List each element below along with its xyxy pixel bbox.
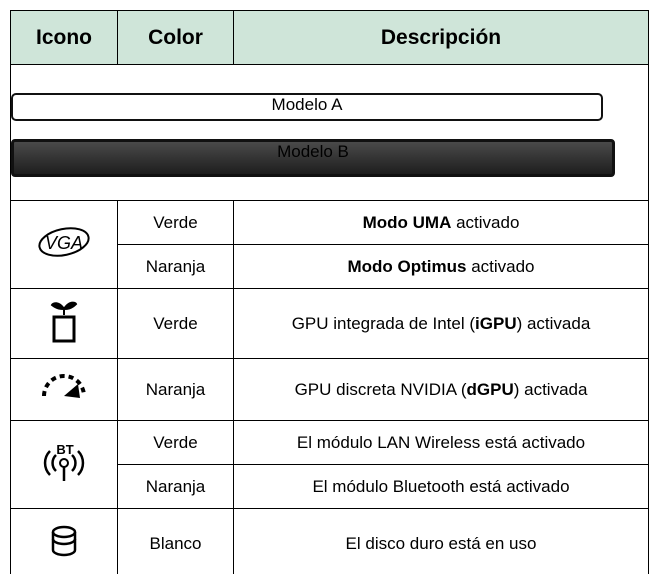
led-row: VGA Verde Modo UMA activado — [10, 200, 649, 289]
icon-label: VGA — [45, 233, 83, 253]
led-table: Icono Color Descripción Modelo A Modelo B… — [10, 10, 649, 574]
color-cell: Verde — [117, 288, 234, 359]
description-cell: GPU discreta NVIDIA (dGPU) activada — [233, 358, 649, 421]
led-row: Blanco El disco duro está en uso — [10, 508, 649, 574]
icon-shape — [59, 458, 69, 468]
table-body: Icono Color Descripción Modelo A Modelo B… — [10, 10, 649, 574]
led-row: Verde GPU integrada de Intel (iGPU) activ… — [10, 288, 649, 359]
dgpu-icon — [42, 374, 86, 398]
description-cell: GPU integrada de Intel (iGPU) activada — [233, 288, 649, 359]
keyboard-strip: Modelo B — [11, 138, 615, 177]
description-cell: Modo UMA activado — [233, 200, 649, 245]
icon-cell — [10, 358, 118, 421]
description-before: El disco duro está en uso — [345, 533, 537, 553]
icon-label: BT — [56, 442, 73, 457]
description-bold: Modo UMA — [362, 212, 452, 232]
color-cell: Naranja — [117, 244, 234, 289]
icon-shape — [43, 450, 85, 481]
icon-shape — [51, 532, 77, 557]
icon-shape — [42, 374, 86, 397]
disk-icon — [51, 525, 77, 557]
color-cell: Blanco — [117, 508, 234, 574]
description-cell: El módulo LAN Wireless está activado — [233, 420, 649, 465]
header-row: Icono Color Descripción — [10, 10, 649, 65]
description-cell: El disco duro está en uso — [233, 508, 649, 574]
model-label: Modelo A — [271, 94, 343, 114]
color-cell: Naranja — [117, 464, 234, 509]
igpu-icon — [50, 301, 78, 343]
description-before: GPU discreta NVIDIA ( — [294, 379, 467, 399]
icon-shape — [50, 301, 78, 315]
icon-shape — [38, 227, 90, 257]
led-row: BT Verde El módulo LAN Wireless está activ… — [10, 420, 649, 509]
color-cell: Verde — [117, 420, 234, 465]
description-after: ) activada — [516, 313, 591, 333]
bt-icon: BT — [43, 442, 85, 481]
description-before: El módulo Bluetooth está activado — [312, 476, 570, 496]
description-bold: iGPU — [475, 313, 517, 333]
led-row: Naranja GPU discreta NVIDIA (dGPU) activa… — [10, 358, 649, 421]
header-cell: Descripción — [233, 10, 649, 65]
icon-shape — [64, 384, 80, 398]
description-cell: El módulo Bluetooth está activado — [233, 464, 649, 509]
description-bold: dGPU — [466, 379, 514, 399]
icon-cell: BT — [10, 420, 118, 509]
keyboard-strip: Modelo A — [11, 92, 603, 121]
description-after: ) activada — [513, 379, 588, 399]
header-cell: Color — [117, 10, 234, 65]
description-after: activado — [466, 256, 535, 276]
description-before: El módulo LAN Wireless está activado — [296, 432, 586, 452]
description-after: activado — [451, 212, 520, 232]
header-cell: Icono — [10, 10, 118, 65]
description-before: GPU integrada de Intel ( — [291, 313, 476, 333]
icon-shape — [52, 315, 76, 343]
models-cell: Modelo A Modelo B — [10, 64, 649, 201]
description-cell: Modo Optimus activado — [233, 244, 649, 289]
icon-cell — [10, 508, 118, 574]
color-cell: Naranja — [117, 358, 234, 421]
model-label: Modelo B — [277, 141, 349, 161]
icon-shape — [51, 525, 77, 539]
icon-cell — [10, 288, 118, 359]
icon-cell: VGA — [10, 200, 118, 289]
vga-icon: VGA — [38, 227, 90, 257]
led-row: Naranja El módulo Bluetooth está activado — [11, 464, 649, 509]
models-row: Modelo A Modelo B — [10, 64, 649, 201]
icon-shape — [51, 538, 77, 546]
color-cell: Verde — [117, 200, 234, 245]
description-bold: Modo Optimus — [347, 256, 467, 276]
led-row: Naranja Modo Optimus activado — [11, 244, 649, 289]
